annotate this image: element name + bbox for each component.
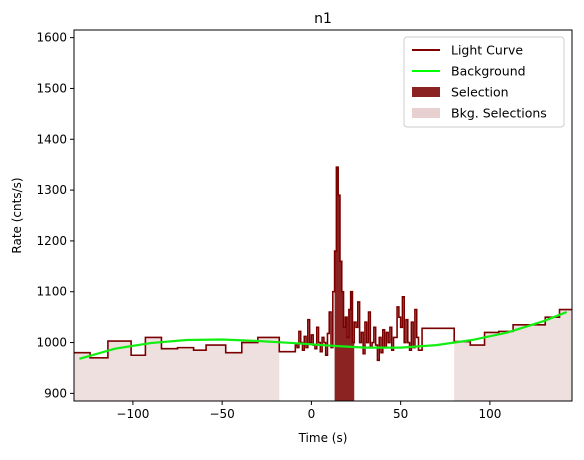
x-axis-label: Time (s): [298, 431, 348, 445]
light-curve-layer: [74, 166, 572, 362]
bkg-selection-region: [74, 337, 280, 401]
y-tick-label: 1100: [36, 285, 67, 299]
legend-swatch: [412, 108, 440, 118]
y-ticks: 900 1000 1100 1200 1300 1400 1500 1600: [36, 31, 74, 400]
x-tick-label: −50: [209, 407, 234, 421]
selection-region: [334, 167, 355, 401]
plot-frame: [73, 29, 573, 402]
y-tick-label: 1600: [36, 31, 67, 45]
x-ticks: −100 −50 0 50 100: [116, 401, 501, 421]
legend-label: Background: [451, 64, 526, 79]
y-tick-label: 1200: [36, 234, 67, 248]
background-line: [79, 311, 568, 360]
y-axis-label: Rate (cnts/s): [10, 177, 24, 253]
legend-swatch: [412, 87, 440, 97]
legend: Light Curve Background Selection Bkg. Selec…: [403, 36, 565, 128]
legend-box: [403, 36, 565, 128]
legend-label: Selection: [451, 85, 509, 100]
y-tick-label: 1300: [36, 183, 67, 197]
bkg-selection-region: [454, 309, 572, 401]
bkg-selection-layer: [74, 309, 572, 401]
y-tick-label: 1400: [36, 132, 67, 146]
light-curve-line: [74, 166, 572, 362]
legend-label: Bkg. Selections: [451, 106, 547, 121]
x-tick-label: 50: [393, 407, 408, 421]
legend-label: Light Curve: [451, 43, 523, 58]
x-tick-label: 100: [478, 407, 501, 421]
chart-title: n1: [314, 11, 332, 27]
y-tick-label: 1000: [36, 336, 67, 350]
x-tick-label: −100: [116, 407, 149, 421]
y-tick-label: 1500: [36, 81, 67, 95]
x-tick-label: 0: [308, 407, 316, 421]
selection-layer: [334, 167, 355, 401]
background-layer: [79, 311, 568, 360]
y-tick-label: 900: [44, 386, 67, 400]
